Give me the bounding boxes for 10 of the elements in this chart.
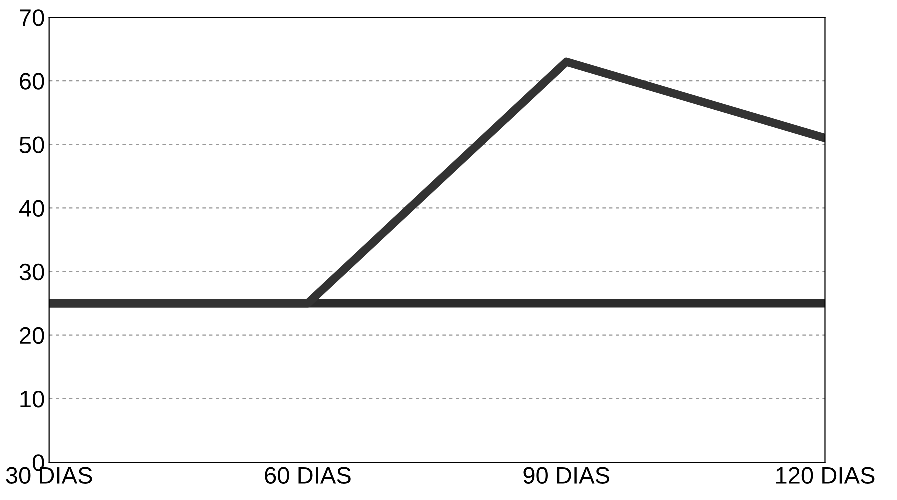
- y-tick-label: 60: [20, 73, 44, 90]
- x-tick-label: 120 DIAS: [776, 467, 875, 484]
- y-tick-label: 10: [20, 390, 44, 408]
- x-tick-label: 90 DIAS: [524, 467, 610, 484]
- y-tick-label: 50: [20, 136, 44, 154]
- y-tick-label: 40: [19, 200, 44, 217]
- y-tick-label: 20: [20, 327, 44, 344]
- y-tick-label: 30: [20, 264, 44, 281]
- x-tick-label: 60 DIAS: [265, 467, 351, 484]
- y-tick-label: 70: [20, 10, 44, 26]
